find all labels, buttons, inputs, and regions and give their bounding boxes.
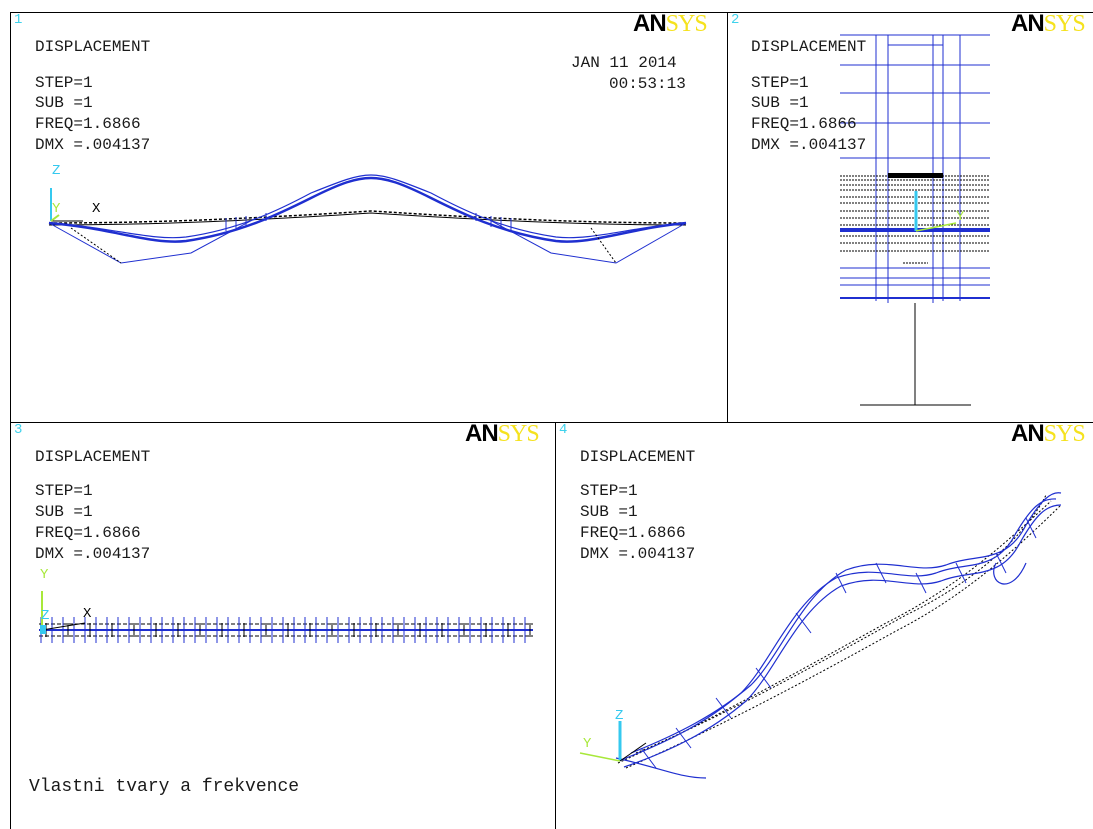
date-label: JAN 11 2014 bbox=[571, 54, 677, 72]
ansys-logo: ANSYS bbox=[633, 12, 708, 37]
axis-x-label: X bbox=[83, 606, 92, 622]
frequency-label: FREQ=1.6866 bbox=[35, 115, 141, 133]
dmx-label: DMX =.004137 bbox=[35, 136, 151, 154]
step-label: STEP=1 bbox=[35, 482, 93, 500]
step-label: STEP=1 bbox=[35, 74, 93, 92]
axis-z-label: Z bbox=[52, 163, 61, 179]
model-view-top bbox=[39, 591, 533, 643]
axis-y-label: Y bbox=[40, 567, 49, 583]
viewport-number: 3 bbox=[14, 422, 23, 438]
plot-caption: Vlastni tvary a frekvence bbox=[29, 777, 300, 797]
substep-label: SUB =1 bbox=[751, 94, 809, 112]
viewport-4[interactable]: 4 ANSYS DISPLACEMENT STEP=1 SUB =1 FREQ=… bbox=[556, 422, 1093, 829]
frequency-label: FREQ=1.6866 bbox=[35, 524, 141, 542]
step-label: STEP=1 bbox=[580, 482, 638, 500]
dmx-label: DMX =.004137 bbox=[751, 136, 867, 154]
axis-x-label: X bbox=[92, 201, 101, 217]
axis-y-label: Y bbox=[956, 209, 965, 225]
result-title: DISPLACEMENT bbox=[35, 448, 151, 466]
viewport-1[interactable]: 1 ANSYS DISPLACEMENT STEP=1 SUB =1 FREQ=… bbox=[10, 12, 728, 422]
ansys-logo: ANSYS bbox=[1011, 12, 1086, 37]
step-label: STEP=1 bbox=[751, 74, 809, 92]
time-label: 00:53:13 bbox=[609, 75, 686, 93]
ansys-logo: ANSYS bbox=[465, 422, 540, 447]
viewport-number: 4 bbox=[559, 422, 568, 438]
substep-label: SUB =1 bbox=[35, 503, 93, 521]
frequency-label: FREQ=1.6866 bbox=[580, 524, 686, 542]
viewport-3[interactable]: 3 ANSYS DISPLACEMENT STEP=1 SUB =1 FREQ=… bbox=[10, 422, 556, 829]
dmx-label: DMX =.004137 bbox=[35, 545, 151, 563]
model-view-front bbox=[48, 174, 687, 264]
axis-y-label: Y bbox=[583, 736, 592, 752]
axis-z-label: Z bbox=[615, 708, 624, 724]
ansys-logo: ANSYS bbox=[1011, 422, 1086, 447]
result-title: DISPLACEMENT bbox=[35, 38, 151, 56]
model-view-side bbox=[840, 34, 990, 406]
axis-y-label: Y bbox=[52, 201, 61, 217]
result-title: DISPLACEMENT bbox=[580, 448, 696, 466]
axis-z-label: Z bbox=[41, 608, 50, 624]
substep-label: SUB =1 bbox=[580, 503, 638, 521]
model-view-isometric bbox=[579, 492, 1062, 779]
viewport-number: 1 bbox=[14, 12, 23, 28]
result-title: DISPLACEMENT bbox=[751, 38, 867, 56]
dmx-label: DMX =.004137 bbox=[580, 545, 696, 563]
viewport-2[interactable]: 2 ANSYS DISPLACEMENT STEP=1 SUB =1 FREQ=… bbox=[728, 12, 1093, 422]
frequency-label: FREQ=1.6866 bbox=[751, 115, 857, 133]
viewport-number: 2 bbox=[731, 12, 740, 28]
substep-label: SUB =1 bbox=[35, 94, 93, 112]
